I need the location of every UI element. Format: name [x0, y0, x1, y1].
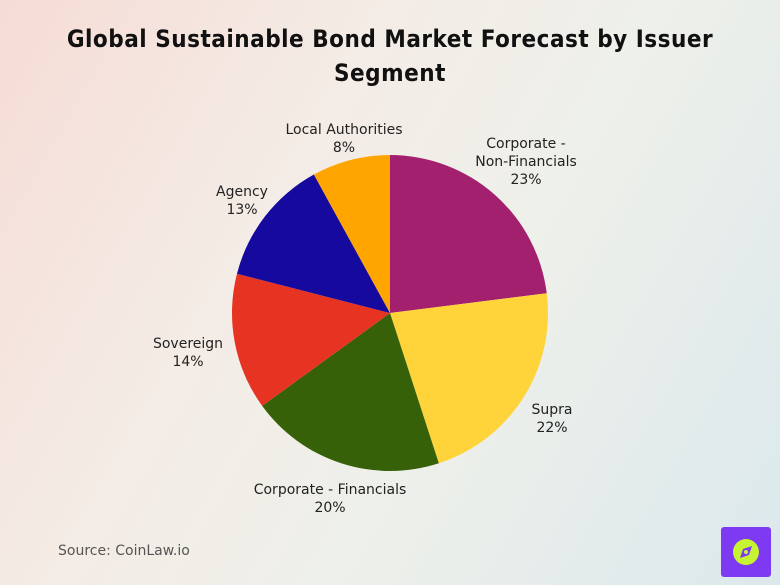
chart-title: Global Sustainable Bond Market Forecast … — [66, 25, 714, 87]
slice-value-label: 23% — [510, 172, 541, 188]
slice-value-label: 14% — [172, 354, 203, 370]
slice-label: Agency 13% — [216, 184, 268, 218]
slice-name-label: Non-Financials — [475, 154, 577, 170]
slice-value-label: 8% — [333, 140, 355, 156]
slice-name-label: Sovereign — [153, 336, 223, 352]
compass-icon — [733, 539, 759, 565]
pie-slice — [313, 155, 390, 313]
slice-labels: Corporate - Non-Financials 23% Supra 22% Corp… — [153, 122, 577, 516]
brand-logo — [721, 527, 771, 577]
source-note: Source: CoinLaw.io — [58, 543, 190, 559]
slice-label: Supra 22% — [532, 402, 573, 436]
slice-value-label: 20% — [314, 500, 345, 516]
slice-name-label: Local Authorities — [285, 122, 402, 138]
pie-slices — [231, 155, 548, 471]
slice-value-label: 22% — [536, 420, 567, 436]
slice-label: Corporate - Financials 20% — [254, 482, 407, 516]
pie-slice — [390, 155, 547, 313]
pie-slice — [236, 174, 390, 313]
slice-value-label: 13% — [226, 202, 257, 218]
slice-name-label: Supra — [532, 402, 573, 418]
slice-name-label: Corporate - — [486, 136, 566, 152]
slice-label: Sovereign 14% — [153, 336, 223, 370]
pie-slice — [390, 293, 548, 464]
slice-name-label: Agency — [216, 184, 268, 200]
slice-label: Corporate - Non-Financials 23% — [475, 136, 577, 188]
slice-name-label: Corporate - Financials — [254, 482, 407, 498]
slice-label: Local Authorities 8% — [285, 122, 402, 156]
pie-slice — [231, 273, 390, 406]
pie-slice — [262, 313, 439, 471]
